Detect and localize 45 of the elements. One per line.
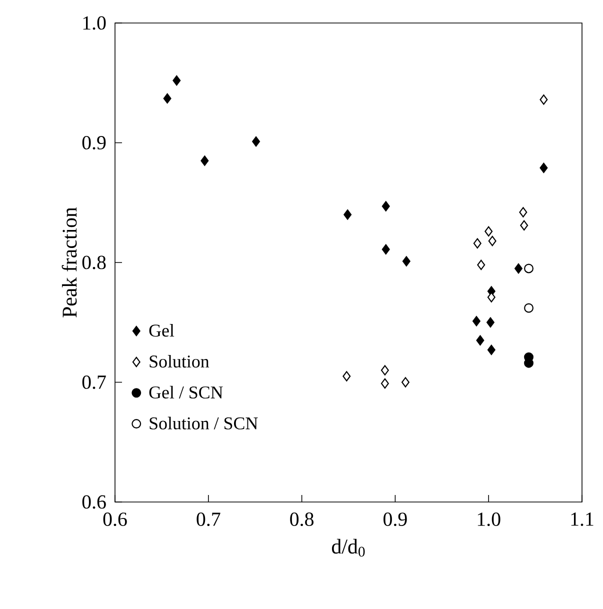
x-tick-label: 0.7 (196, 512, 220, 526)
point (252, 136, 260, 147)
point (163, 93, 172, 104)
point (402, 256, 410, 266)
legend-label: Gel / SCN (149, 386, 223, 399)
y-tick-label: 0.6 (82, 495, 106, 509)
point (200, 156, 209, 166)
point (476, 335, 484, 346)
legend-label: Solution / SCN (150, 416, 258, 430)
point (342, 371, 351, 382)
point (524, 303, 534, 313)
y-tick-label: 1.0 (83, 16, 106, 30)
x-axis-title: d/d$_{0}$ (332, 538, 365, 557)
y-tick-label: 0.9 (82, 136, 106, 150)
point (487, 292, 496, 302)
point (520, 220, 528, 231)
y-tick-label: 0.8 (82, 256, 106, 270)
point (477, 260, 486, 270)
point (473, 238, 482, 248)
point (487, 344, 496, 356)
point (486, 317, 494, 328)
point (519, 207, 528, 218)
legend-label: Gel (149, 324, 174, 337)
point (382, 201, 390, 212)
legend-label: Solution (150, 354, 210, 368)
y-axis-title: Peak fraction (62, 207, 77, 318)
point (540, 162, 548, 174)
x-tick-label: 1.1 (571, 512, 594, 526)
point (172, 75, 181, 86)
y-tick-label: 0.7 (82, 375, 106, 390)
point (524, 264, 534, 274)
x-tick-label: 0.8 (290, 512, 314, 526)
point (484, 226, 493, 236)
point (472, 316, 480, 326)
point (488, 236, 496, 246)
point (540, 94, 548, 105)
x-tick-label: 0.6 (103, 512, 127, 526)
point (380, 378, 389, 389)
x-tick-label: 1.0 (478, 512, 500, 526)
point (514, 263, 522, 274)
x-tick-label: 0.9 (384, 512, 407, 526)
point (401, 377, 410, 388)
point (344, 209, 352, 220)
point (382, 244, 390, 254)
point (380, 365, 389, 376)
